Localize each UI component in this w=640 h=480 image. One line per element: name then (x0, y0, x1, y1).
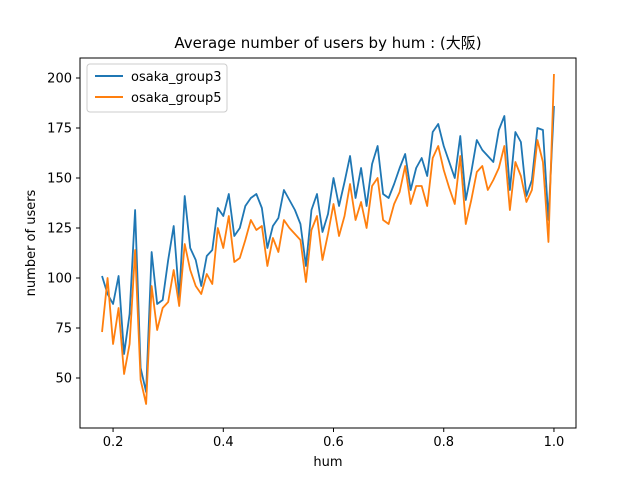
legend-label-osaka-group3: osaka_group3 (131, 70, 222, 85)
y-axis: 50 75 100 125 150 175 200 (47, 72, 80, 387)
y-tick-label: 125 (47, 222, 72, 237)
axes-frame (79, 57, 577, 429)
x-axis-label: hum (313, 455, 342, 470)
series-line-osaka-group5 (101, 73, 555, 405)
x-tick-label: 0.4 (213, 435, 234, 450)
series-line-osaka-group3 (101, 105, 555, 393)
x-tick-label: 0.2 (103, 435, 124, 450)
y-tick-label: 75 (55, 322, 72, 337)
y-tick-label: 150 (47, 172, 72, 187)
series-layer (101, 73, 555, 405)
y-tick-label: 50 (55, 372, 72, 387)
y-tick-label: 100 (47, 272, 72, 287)
chart-title: Average number of users by hum : (大阪) (174, 34, 481, 52)
y-tick-label: 175 (47, 122, 72, 137)
x-axis: 0.2 0.4 0.6 0.8 1.0 (103, 428, 565, 450)
legend: osaka_group3 osaka_group5 (86, 63, 228, 113)
y-axis-label: number of users (24, 189, 39, 296)
y-tick-label: 200 (47, 72, 72, 87)
plot-area (79, 57, 577, 429)
legend-label-osaka-group5: osaka_group5 (131, 91, 222, 106)
x-tick-label: 0.8 (433, 435, 454, 450)
x-tick-label: 1.0 (544, 435, 565, 450)
x-tick-label: 0.6 (323, 435, 344, 450)
